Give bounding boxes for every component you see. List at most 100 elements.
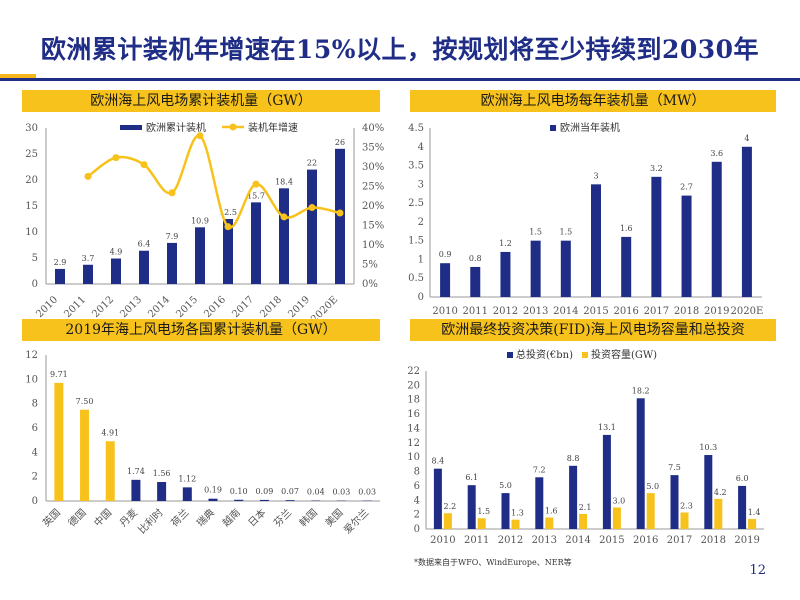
data-label: 10.9 bbox=[191, 216, 209, 225]
bar bbox=[470, 266, 481, 297]
y-tick-label: 25 bbox=[25, 149, 38, 160]
data-label-investment: 7.2 bbox=[533, 465, 546, 474]
data-label: 2.7 bbox=[680, 183, 693, 192]
data-label: 4 bbox=[744, 134, 749, 143]
bar-capacity bbox=[511, 519, 520, 529]
y-tick-label: 8 bbox=[32, 399, 38, 410]
data-label: 22 bbox=[307, 159, 317, 168]
y-tick-label: 10 bbox=[407, 452, 420, 463]
data-label: 0.03 bbox=[333, 488, 351, 497]
bar bbox=[251, 202, 261, 284]
y-tick-label: 5 bbox=[32, 253, 38, 264]
x-tick-label: 2017 bbox=[230, 294, 256, 320]
data-label-capacity: 2.3 bbox=[680, 501, 693, 510]
data-label-capacity: 4.2 bbox=[714, 488, 727, 497]
data-label: 3 bbox=[593, 171, 598, 180]
legend-label: 装机年增速 bbox=[248, 121, 298, 134]
x-tick-label: 2013 bbox=[532, 535, 557, 546]
bar-capacity bbox=[646, 493, 655, 529]
y-tick-label: 6 bbox=[414, 481, 420, 492]
data-label: 9.71 bbox=[50, 370, 68, 379]
bar-investment bbox=[501, 493, 510, 529]
data-label-investment: 8.4 bbox=[432, 457, 445, 466]
bar bbox=[105, 441, 115, 501]
x-tick-label: 丹麦 bbox=[117, 507, 140, 530]
growth-point bbox=[140, 161, 148, 169]
y-tick-label: 12 bbox=[25, 350, 38, 361]
bar bbox=[208, 498, 218, 501]
bar-investment bbox=[433, 468, 442, 529]
bar-investment bbox=[738, 485, 747, 529]
bar bbox=[139, 250, 149, 284]
y-tick-label: 12 bbox=[407, 438, 420, 449]
data-label: 0.8 bbox=[469, 254, 482, 263]
x-tick-label: 2020E bbox=[731, 306, 764, 317]
legend-label: 欧洲当年装机 bbox=[560, 121, 620, 134]
growth-point bbox=[84, 172, 92, 180]
x-tick-label: 2014 bbox=[565, 535, 590, 546]
x-tick-label: 2015 bbox=[174, 294, 200, 320]
x-tick-label: 2013 bbox=[523, 306, 548, 317]
x-tick-label: 2011 bbox=[464, 535, 489, 546]
x-tick-label: 2019 bbox=[734, 535, 759, 546]
data-label: 0.09 bbox=[255, 487, 273, 496]
bar bbox=[234, 499, 244, 501]
bar bbox=[80, 409, 90, 501]
y-tick-label: 3.5 bbox=[408, 161, 424, 172]
bar-investment bbox=[670, 475, 679, 529]
data-label: 7.50 bbox=[76, 397, 94, 406]
chart2-title: 欧洲海上风电场每年装机量（MW） bbox=[410, 90, 776, 112]
bar bbox=[440, 263, 451, 297]
data-label-capacity: 1.4 bbox=[748, 508, 761, 517]
x-tick-label: 爱尔兰 bbox=[341, 506, 371, 536]
legend-label: 总投资(€bn) bbox=[516, 348, 573, 361]
data-label: 6.4 bbox=[138, 240, 151, 249]
bar bbox=[195, 227, 205, 284]
data-label: 0.04 bbox=[307, 488, 325, 497]
y2-tick-label: 30% bbox=[362, 162, 384, 173]
bar bbox=[111, 258, 121, 284]
data-label-investment: 18.2 bbox=[632, 386, 650, 395]
y-tick-label: 0.5 bbox=[408, 273, 424, 284]
x-tick-label: 2014 bbox=[146, 294, 172, 320]
data-label: 1.74 bbox=[127, 467, 145, 476]
x-tick-label: 2012 bbox=[498, 535, 523, 546]
data-label-capacity: 2.2 bbox=[444, 502, 457, 511]
legend-swatch-bar bbox=[120, 125, 142, 130]
data-label: 1.12 bbox=[178, 474, 196, 483]
page-title: 欧洲累计装机年增速在15%以上，按规划将至少持续到2030年 bbox=[40, 35, 760, 64]
x-tick-label: 荷兰 bbox=[168, 506, 191, 529]
bar bbox=[131, 479, 141, 501]
bar bbox=[167, 242, 177, 284]
bar bbox=[307, 169, 317, 284]
x-tick-label: 美国 bbox=[322, 506, 345, 529]
y-tick-label: 0 bbox=[418, 292, 424, 303]
x-tick-label: 2010 bbox=[432, 306, 457, 317]
bar bbox=[500, 251, 511, 297]
data-label: 1.2 bbox=[499, 239, 512, 248]
legend-swatch-capacity bbox=[582, 352, 588, 358]
x-tick-label: 2015 bbox=[583, 306, 608, 317]
bar bbox=[259, 499, 269, 501]
x-tick-label: 2019 bbox=[704, 306, 729, 317]
growth-point bbox=[196, 132, 204, 140]
x-tick-label: 中国 bbox=[91, 506, 114, 529]
legend-swatch-investment bbox=[507, 352, 513, 358]
y-tick-label: 2.5 bbox=[408, 198, 424, 209]
x-tick-label: 瑞典 bbox=[194, 506, 217, 529]
data-label-capacity: 2.1 bbox=[579, 503, 592, 512]
x-tick-label: 2019 bbox=[286, 294, 312, 320]
x-tick-label: 芬兰 bbox=[271, 506, 294, 529]
x-tick-label: 2012 bbox=[90, 294, 116, 320]
y-tick-label: 2 bbox=[418, 217, 424, 228]
y2-tick-label: 5% bbox=[362, 260, 378, 271]
growth-point bbox=[252, 180, 260, 188]
data-label-investment: 10.3 bbox=[699, 443, 717, 452]
data-label-capacity: 5.0 bbox=[646, 482, 659, 491]
data-label-investment: 6.1 bbox=[465, 473, 478, 482]
chart-fid-investment: 0 2 4 6 8 10 12 14 16 18 20 22 8.4 2.2 2010 6.1 1.5 2011 5… bbox=[407, 348, 764, 546]
y-tick-label: 22 bbox=[407, 366, 420, 377]
data-label: 15.7 bbox=[247, 191, 265, 200]
bar bbox=[83, 264, 93, 284]
legend-label: 投资容量(GW) bbox=[591, 348, 657, 361]
